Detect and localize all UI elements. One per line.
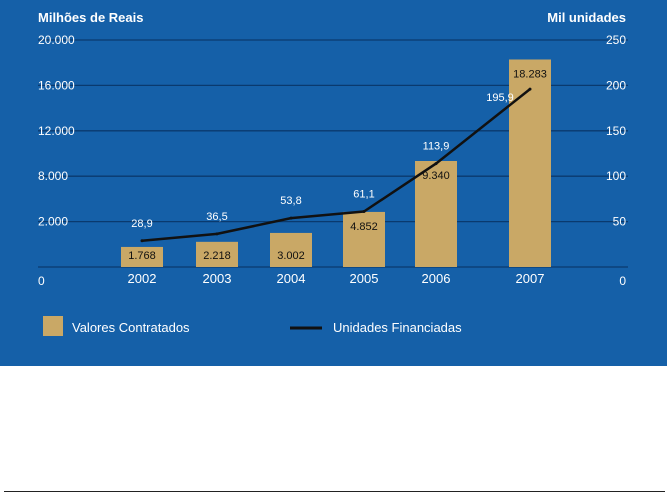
bar-value-label: 2.218 — [203, 250, 231, 262]
chart-panel — [0, 0, 667, 366]
left-tick-label: 16.000 — [38, 78, 75, 92]
right-tick-label: 100 — [606, 169, 626, 183]
right-tick-label: 50 — [613, 215, 627, 229]
bar-value-label: 1.768 — [128, 250, 156, 262]
right-tick-label: 0 — [619, 274, 626, 288]
legend-line-label: Unidades Financiadas — [333, 320, 462, 335]
legend: Valores Contratados Unidades Financiadas — [43, 316, 462, 336]
bar-value-label: 18.283 — [513, 68, 547, 80]
x-tick-label: 2005 — [350, 271, 379, 286]
bottom-rule — [4, 491, 665, 492]
left-tick-label: 12.000 — [38, 124, 75, 138]
line-point — [528, 87, 532, 91]
line-value-label: 113,9 — [423, 141, 450, 153]
bar — [196, 241, 238, 267]
line-path — [141, 88, 531, 243]
right-tick-label: 150 — [606, 124, 626, 138]
x-tick-label: 2002 — [128, 271, 157, 286]
bar-value-label: 3.002 — [277, 250, 305, 262]
line-point — [289, 216, 293, 220]
bar — [415, 160, 457, 267]
line-point — [434, 162, 438, 166]
line-value-label: 61,1 — [353, 189, 374, 201]
bar — [509, 59, 551, 268]
x-tick-label: 2007 — [516, 271, 545, 286]
legend-bar-swatch — [43, 316, 63, 336]
line-value-label: 195,9 — [486, 92, 514, 104]
bar-value-label: 9.340 — [422, 170, 450, 182]
left-tick-label: 20.000 — [38, 33, 75, 47]
legend-bar-label: Valores Contratados — [72, 320, 190, 335]
left-tick-label: 0 — [38, 274, 45, 288]
labels: 0 2.000 8.000 12.000 16.000 20.000 0 50 100 150 20… — [38, 33, 626, 288]
bar-value-label: 4.852 — [350, 221, 378, 233]
line-point — [215, 232, 219, 236]
bar — [121, 246, 163, 267]
line-series — [140, 87, 532, 243]
left-axis-title: Milhões de Reais — [38, 10, 143, 25]
line-value-label: 36,5 — [206, 211, 227, 223]
line-point — [362, 210, 366, 214]
left-tick-label: 8.000 — [38, 169, 68, 183]
left-tick-label: 2.000 — [38, 215, 68, 229]
right-tick-label: 250 — [606, 33, 626, 47]
right-tick-label: 200 — [606, 78, 626, 92]
right-axis-title: Mil unidades — [547, 10, 626, 25]
combo-chart: 0 2.000 8.000 12.000 16.000 20.000 0 50 100 150 20… — [38, 10, 628, 336]
bar — [270, 232, 312, 267]
line-value-label: 28,9 — [131, 218, 152, 230]
x-tick-label: 2003 — [203, 271, 232, 286]
x-tick-label: 2006 — [422, 271, 451, 286]
line-point — [140, 239, 144, 243]
bar — [343, 211, 385, 267]
line-value-label: 53,8 — [280, 195, 301, 207]
x-tick-label: 2004 — [277, 271, 306, 286]
bars — [121, 59, 551, 268]
